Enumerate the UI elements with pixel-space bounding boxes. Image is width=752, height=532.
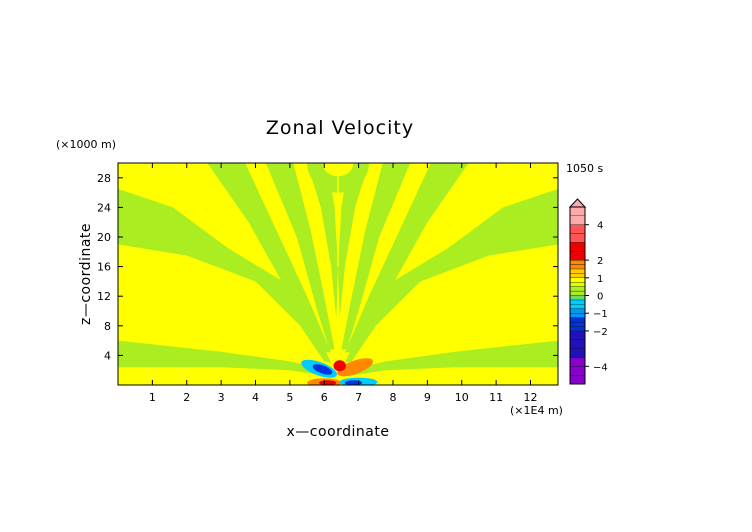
anomaly-orange-right: [337, 358, 374, 377]
x-tick-label: 3: [218, 391, 225, 404]
y-tick-label: 24: [97, 201, 111, 214]
colorbar-swatch: [569, 317, 586, 323]
colorbar-overflow-arrow: [568, 198, 587, 208]
time-label: 1050 s: [566, 162, 603, 175]
colorbar-tick-label: −4: [593, 362, 608, 373]
x-axis: 1 2 3 4 5 6 7 8 9 10 11 12: [149, 163, 538, 404]
colorbar-swatch: [569, 206, 586, 216]
x-unit-label: (×1E4 m): [510, 404, 563, 417]
y-tick-label: 12: [97, 290, 111, 303]
y-unit-label: (×1000 m): [56, 138, 116, 151]
colorbar-swatch: [569, 251, 586, 261]
y-axis: 4 8 12 16 20 24 28: [97, 172, 558, 362]
colorbar-tick-label: −1: [593, 309, 608, 320]
colorbar-swatch: [569, 259, 586, 265]
colorbar-swatch: [569, 366, 586, 376]
green-band-2: [207, 163, 332, 353]
colorbar-swatch: [569, 357, 586, 367]
anomaly-red-bottom: [319, 380, 337, 385]
x-tick-label: 11: [489, 391, 503, 404]
colorbar-swatch: [569, 290, 586, 296]
plot-area: [118, 163, 558, 385]
green-band-1: [118, 188, 332, 363]
x-tick-label: 1: [149, 391, 156, 404]
colorbar-swatch: [569, 233, 586, 243]
x-tick-label: 12: [524, 391, 538, 404]
plot-frame: [117, 162, 559, 386]
colorbar-swatch: [569, 374, 586, 385]
y-tick-label: 8: [104, 320, 111, 333]
x-tick-label: 7: [355, 391, 362, 404]
colorbar-swatch: [569, 330, 586, 340]
green-band-4: [307, 163, 338, 319]
colorbar-swatch: [569, 348, 586, 358]
x-tick-label: 8: [390, 391, 397, 404]
colorbar-tick-label: 0: [597, 292, 603, 303]
x-tick-label: 5: [286, 391, 293, 404]
colorbar-swatch: [569, 277, 586, 283]
colorbar: 4 2 1 0 −1 −2 −4: [568, 198, 608, 385]
y-axis-label: z—coordinate: [78, 223, 94, 325]
x-tick-label: 4: [252, 391, 259, 404]
green-band-7: [344, 163, 469, 353]
colorbar-swatch: [569, 321, 586, 327]
y-tick-label: 20: [97, 231, 111, 244]
colorbar-swatch: [569, 286, 586, 292]
anomaly-blue-bottom: [344, 380, 363, 385]
colorbar-swatch: [569, 215, 586, 225]
x-tick-label: 6: [321, 391, 328, 404]
colorbar-tick-label: 4: [597, 221, 603, 232]
x-tick-label: 2: [183, 391, 190, 404]
colorbar-swatch: [569, 326, 586, 332]
x-tick-label: 10: [455, 391, 469, 404]
colorbar-swatch: [569, 264, 586, 270]
colorbar-swatch: [569, 308, 586, 314]
green-band-8: [341, 163, 411, 350]
colorbar-swatch: [569, 282, 586, 287]
colorbar-swatch: [569, 242, 586, 252]
velocity-bands: [118, 163, 558, 377]
colorbar-swatch: [569, 313, 586, 318]
colorbar-swatch: [569, 273, 586, 278]
colorbar-swatch: [569, 268, 586, 274]
y-tick-label: 4: [104, 349, 111, 362]
x-tick-label: 9: [424, 391, 431, 404]
green-band-6: [344, 188, 558, 363]
x-axis-label: x—coordinate: [287, 424, 390, 440]
y-tick-label: 16: [97, 261, 111, 274]
colorbar-tick-label: −2: [593, 327, 608, 338]
colorbar-tick-label: 2: [597, 256, 603, 267]
anomaly-blue-left: [312, 364, 333, 375]
colorbar-tick-label: 1: [597, 274, 603, 285]
colorbar-swatch: [569, 224, 586, 234]
green-band-0: [118, 340, 328, 377]
colorbar-swatch: [569, 295, 586, 301]
colorbar-swatch: [569, 304, 586, 309]
colorbar-swatch: [569, 339, 586, 349]
chart-title: Zonal Velocity: [266, 117, 414, 139]
anomaly-red-centre: [333, 360, 346, 372]
green-band-3: [265, 163, 335, 350]
colorbar-swatch: [569, 299, 586, 305]
y-tick-label: 28: [97, 172, 111, 185]
green-band-5: [348, 340, 558, 377]
green-band-9: [338, 163, 369, 319]
